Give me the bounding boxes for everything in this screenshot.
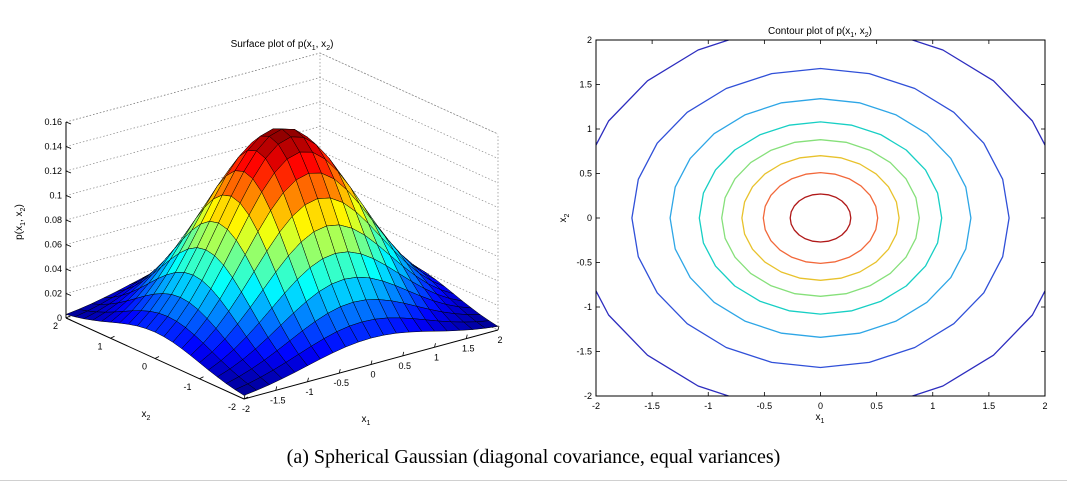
surface-y-tick-label: 2 [53,321,58,331]
surface-z-tick [65,268,72,272]
contour-x-tick-label: 1 [930,401,935,411]
surface-z-tick [65,121,72,125]
surface-z-tick-label: 0.14 [44,142,62,152]
surface-z-tick [65,293,72,296]
surface-y-tick-label: 1 [97,341,102,351]
surface-y-tick-label: 0 [142,362,147,372]
surface-x-tick [338,369,341,374]
contour-level-4 [698,121,943,315]
surface-x-tick-label: 1.5 [462,344,475,354]
contour-x-tick-label: 1.5 [983,401,996,411]
surface-title: Surface plot of p(x1, x2) [231,39,334,52]
contour-plot: Contour plot of p(x1, x2) -2 -1.5 -1 -0.5 0 0… [558,26,1048,425]
surface-y-ticks: -2 -1 0 1 2 [53,315,249,412]
surface-x-tick [465,334,468,339]
surface-plot: Surface plot of p(x1, x2) 00.020.040.060… [14,39,503,427]
surface-box-edge [319,52,499,135]
contour-x-tick-label: -1 [704,401,712,411]
surface-x-tick [402,351,405,356]
surface-z-tick-label: 0.06 [44,240,62,250]
surface-y-tick [65,315,71,319]
contour-level-5 [721,139,920,297]
surface-z-gridline [65,126,499,208]
surface-z-tick [65,170,72,174]
surface-z-tick-label: 0.1 [49,191,62,201]
contour-lines [596,40,1045,396]
surface-y-tick-label: -1 [183,382,191,392]
contour-level-6 [741,155,900,281]
surface-x-tick-label: -0.5 [333,378,349,388]
contour-y-tick-label: -1.5 [576,347,592,357]
contour-level-3 [669,98,972,338]
surface-x-tick-label: 2 [497,335,502,345]
contour-y-tick-label: 2 [587,35,592,45]
contour-level-7 [762,171,879,265]
surface-z-tick-label: 0.16 [44,117,62,127]
surface-x-tick [370,360,373,365]
contour-level-2 [631,67,1010,369]
contour-y-tick-label: -1 [584,302,592,312]
contour-x-tick-label: -1.5 [644,401,660,411]
surface-z-tick [65,317,72,321]
surface-x-tick-label: 1 [434,352,439,362]
surface-z-gridline [65,101,499,184]
contour-x-tick-label: 0.5 [870,401,883,411]
surface-x-tick [497,325,500,331]
surface-y-tick-label: -2 [228,402,236,412]
surface-z-tick [65,219,72,223]
contour-frame [595,39,1046,397]
surface-y-tick [199,376,204,380]
surface-x-tick-label: 0.5 [398,361,411,371]
surface-y-tick [243,396,249,400]
bottom-divider [0,480,1067,481]
contour-y-label: x2 [558,213,571,222]
surface-x-tick [275,386,278,391]
contour-y-tick-label: 0 [587,213,592,223]
surface-x-tick-label: -1 [305,387,313,397]
contour-x-label: x1 [816,412,825,425]
surface-x-tick [434,343,436,348]
surface-x-ticks: -2 -1.5 -1 -0.5 0 0.5 1 1.5 2 [242,325,503,414]
surface-z-tick-label: 0.12 [44,166,62,176]
surface-x-tick-label: 0 [370,370,375,380]
surface-z-tick [65,244,72,247]
surface-y-tick [154,356,160,359]
figure-caption: (a) Spherical Gaussian (diagonal covaria… [286,446,781,468]
surface-z-tick [65,195,72,198]
surface-z-tick [65,146,72,149]
contour-y-tick-label: 1.5 [579,80,592,90]
surface-z-tick-label: 0 [57,313,62,323]
surface-z-ticks: 0 0.02 0.04 0.06 0.08 0.1 0.12 0.14 0.16 [44,117,72,323]
surface-z-label: p(x1, x2) [14,204,27,240]
contour-title: Contour plot of p(x1, x2) [768,26,872,39]
surface-z-tick-label: 0.04 [44,264,62,274]
contour-y-tick-label: 0.5 [579,169,592,179]
surface-patches [65,128,499,396]
surface-y-tick [110,335,115,339]
contour-level-1 [596,40,1045,396]
surface-patch [234,383,257,396]
contour-y-tick-label: -2 [584,391,592,401]
surface-x-tick-label: -1.5 [270,395,286,405]
contour-y-tick-label: 1 [587,124,592,134]
contour-x-tick-label: -0.5 [757,401,773,411]
surface-x-tick [307,377,309,382]
surface-z-gridline [65,52,499,135]
contour-y-tick-label: -0.5 [576,258,592,268]
contour-x-ticks: -2 -1.5 -1 -0.5 0 0.5 1 1.5 2 [592,40,1048,411]
surface-z-gridline [65,77,499,159]
surface-z-tick-label: 0.02 [44,289,62,299]
contour-y-ticks: -2 -1.5 -1 -0.5 0 0.5 1 1.5 2 [576,35,1045,401]
surface-z-tick-label: 0.08 [44,215,62,225]
contour-x-tick-label: 2 [1042,401,1047,411]
surface-x-label: x1 [362,414,371,427]
surface-x-tick-label: -2 [242,404,250,414]
surface-y-label: x2 [142,409,151,422]
contour-level-8 [789,193,852,243]
contour-x-tick-label: 0 [818,401,823,411]
surface-x-tick [243,394,246,400]
contour-x-tick-label: -2 [592,401,600,411]
